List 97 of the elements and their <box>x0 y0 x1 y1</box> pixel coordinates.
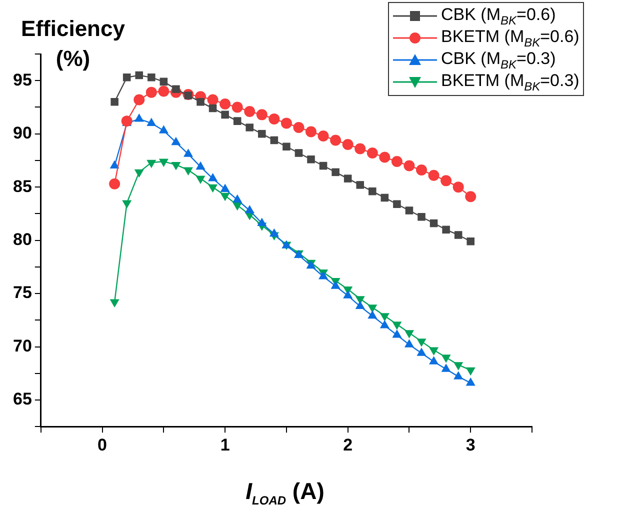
point <box>465 191 476 202</box>
y-tick-label: 80 <box>12 230 32 249</box>
y-tick-label: 65 <box>12 390 32 409</box>
point <box>442 226 450 234</box>
point <box>454 231 462 239</box>
point <box>416 338 426 347</box>
x-axis-title: I$_{LOAD}$ (A) <box>244 478 326 508</box>
point <box>232 102 243 113</box>
point <box>380 313 390 322</box>
point <box>319 162 328 170</box>
point <box>207 94 218 106</box>
point <box>404 160 415 172</box>
point <box>160 78 168 86</box>
x-tick-label: 2 <box>343 435 353 454</box>
point <box>428 170 440 181</box>
point <box>220 98 231 110</box>
point <box>148 74 156 82</box>
point <box>418 212 426 221</box>
y-tick-label: 75 <box>12 283 32 302</box>
point <box>122 74 131 82</box>
x-tick-label: 3 <box>466 435 476 454</box>
point <box>270 136 278 144</box>
point <box>466 367 476 376</box>
point <box>466 237 475 246</box>
point <box>110 299 120 308</box>
point <box>110 98 118 106</box>
y-tick-label: 85 <box>12 176 32 196</box>
point <box>122 200 132 209</box>
point <box>208 184 218 193</box>
point <box>183 167 193 176</box>
y-tick-label: 90 <box>12 124 32 143</box>
point <box>404 330 414 338</box>
point <box>405 206 414 214</box>
point <box>256 109 268 120</box>
point <box>208 104 217 112</box>
point <box>282 142 290 151</box>
point <box>134 113 144 122</box>
point <box>318 130 329 142</box>
point <box>454 362 464 370</box>
point <box>366 148 378 159</box>
point <box>392 322 402 330</box>
point <box>268 113 280 124</box>
point <box>146 118 156 126</box>
point <box>354 143 366 154</box>
point <box>330 134 342 146</box>
point <box>220 192 230 202</box>
point <box>135 71 144 80</box>
point <box>158 158 168 168</box>
point <box>232 202 242 211</box>
y-tick-label: 95 <box>12 70 32 90</box>
point <box>134 94 145 106</box>
point <box>440 175 452 186</box>
point <box>380 194 389 202</box>
point <box>342 138 354 150</box>
point <box>109 178 120 190</box>
point <box>233 117 242 125</box>
point <box>368 304 378 313</box>
point <box>379 152 390 163</box>
point <box>416 164 428 176</box>
point <box>356 181 364 189</box>
point <box>158 125 168 134</box>
y-axis-title: Efficiency (%) <box>21 16 125 71</box>
point <box>293 122 304 133</box>
point <box>172 85 180 94</box>
y-tick-label: 70 <box>12 336 32 356</box>
legend-label: CBK (M$_{BK}$=0.3) <box>441 48 556 72</box>
point <box>307 156 315 164</box>
point <box>196 98 204 106</box>
legend-label: BKETM (M$_{BK}$=0.3) <box>441 70 580 94</box>
point <box>391 156 402 168</box>
point <box>246 124 254 132</box>
point <box>332 168 340 176</box>
point <box>258 130 266 138</box>
point <box>280 118 292 129</box>
point <box>158 86 170 97</box>
point <box>221 110 229 119</box>
point <box>393 200 401 208</box>
x-tick-label: 1 <box>220 435 230 454</box>
point <box>441 354 451 363</box>
point <box>306 126 317 138</box>
legend-label: BKETM (M$_{BK}$=0.6) <box>441 26 580 50</box>
point <box>355 296 365 304</box>
point <box>430 219 438 228</box>
point <box>244 106 256 117</box>
point <box>344 174 352 182</box>
point <box>452 182 464 193</box>
point <box>429 347 439 356</box>
point <box>294 149 303 157</box>
legend-label: CBK (M$_{BK}$=0.6) <box>441 4 556 28</box>
x-tick-label: 0 <box>98 435 108 454</box>
point <box>171 162 181 170</box>
point <box>146 160 156 168</box>
point <box>134 169 144 178</box>
point <box>368 187 376 196</box>
point <box>146 86 157 98</box>
point <box>196 176 206 184</box>
point <box>184 92 192 100</box>
